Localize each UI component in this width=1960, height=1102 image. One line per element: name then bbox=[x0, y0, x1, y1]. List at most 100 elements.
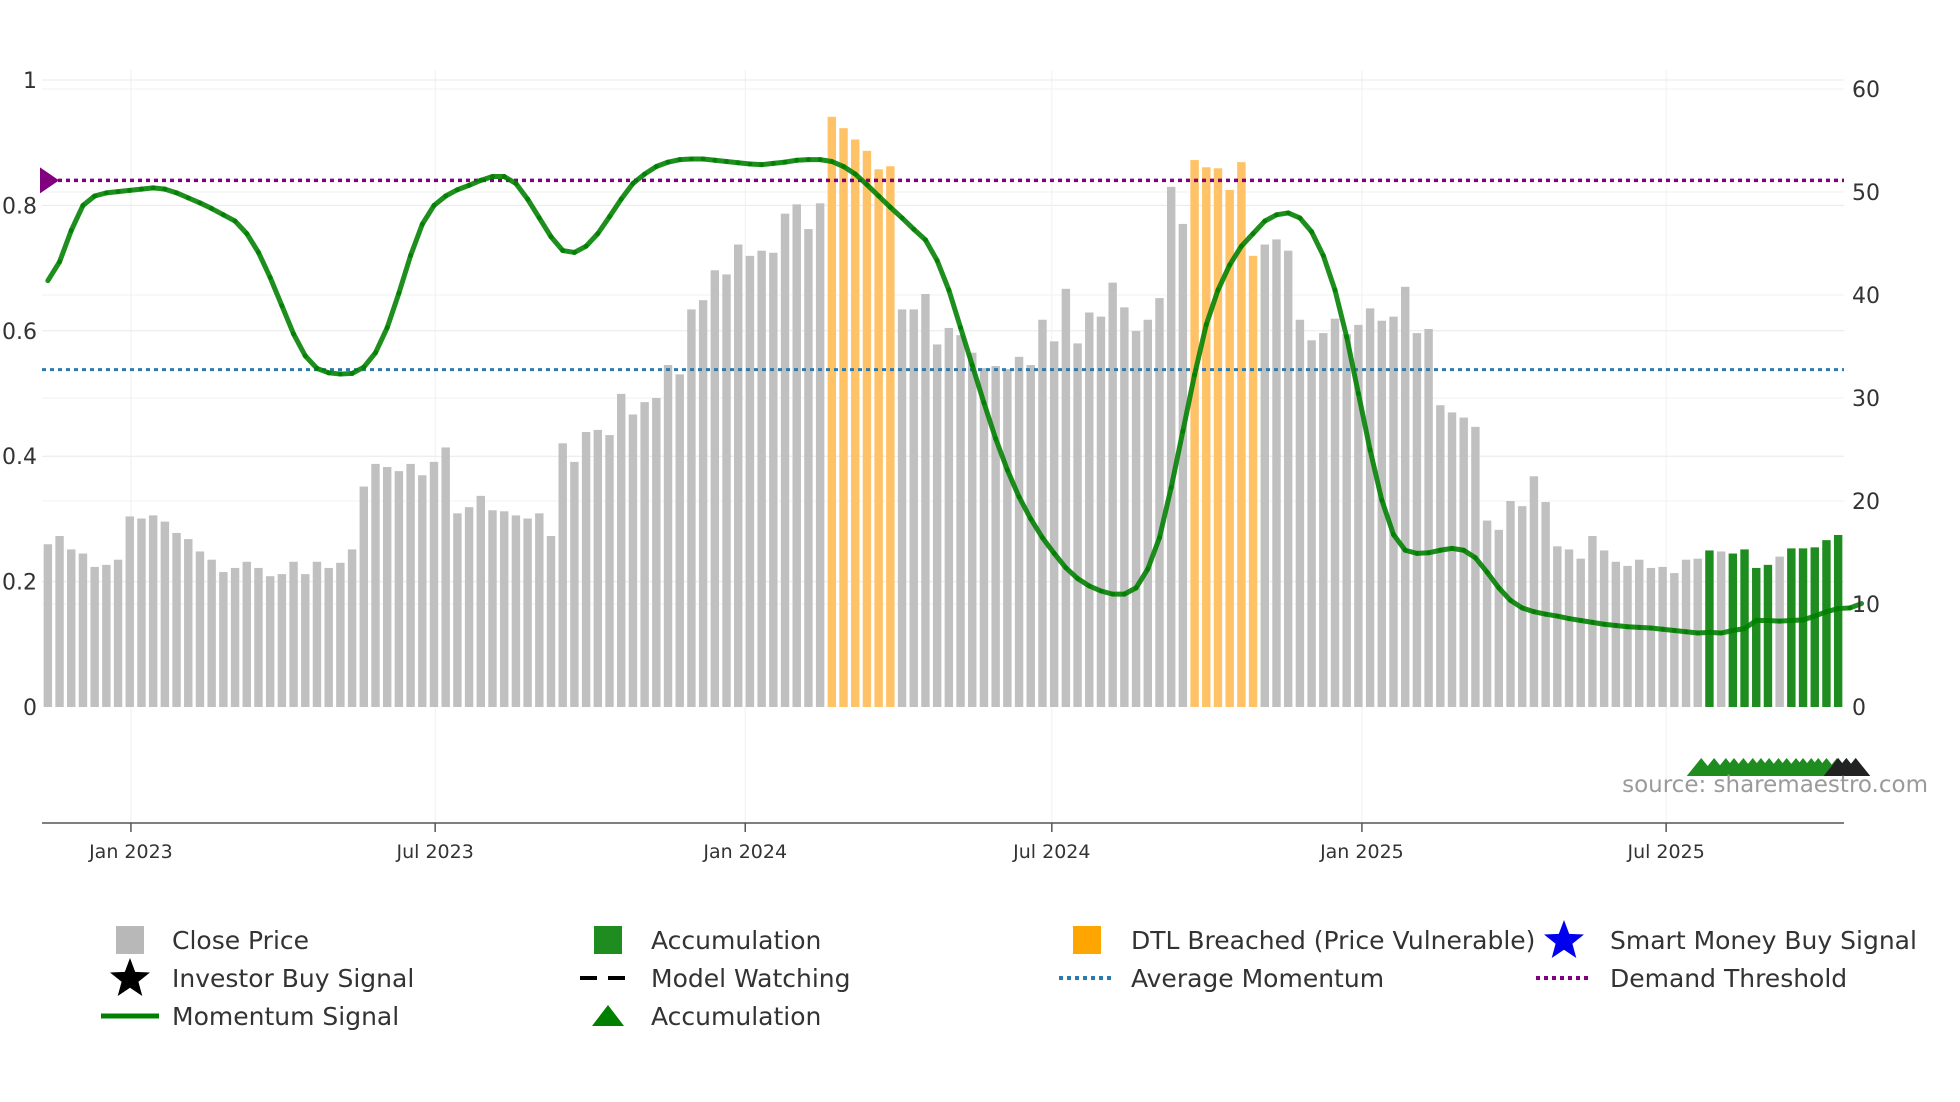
legend-label: Close Price bbox=[172, 926, 309, 955]
momentum-signal-segment bbox=[946, 287, 964, 331]
close-price-bar bbox=[1658, 566, 1667, 707]
close-price-bar bbox=[289, 561, 298, 707]
momentum-signal-segment bbox=[1028, 516, 1045, 541]
momentum-signal-segment bbox=[232, 218, 250, 237]
accumulation-bar bbox=[1763, 564, 1773, 707]
close-price-bar bbox=[991, 366, 1000, 707]
close-price-bar bbox=[535, 513, 544, 707]
close-price-bar bbox=[1295, 319, 1305, 707]
close-price-bar bbox=[312, 561, 322, 707]
momentum-signal-segment bbox=[1309, 229, 1326, 259]
close-price-bar bbox=[336, 562, 345, 707]
close-price-bar bbox=[1073, 343, 1082, 707]
momentum-signal-segment bbox=[1145, 535, 1162, 572]
momentum-signal-segment bbox=[384, 290, 402, 331]
momentum-signal-series bbox=[45, 156, 1865, 636]
close-price-bar bbox=[745, 255, 755, 708]
close-price-bar bbox=[546, 536, 556, 707]
y-right-tick-label: 50 bbox=[1852, 181, 1880, 206]
close-price-bar bbox=[1529, 476, 1539, 707]
close-price-bar bbox=[921, 293, 930, 707]
close-price-bar bbox=[195, 551, 205, 707]
close-price-bar bbox=[792, 204, 801, 708]
y-left-tick-label: 0.4 bbox=[2, 445, 37, 470]
legend-label: Model Watching bbox=[651, 964, 851, 993]
momentum-signal-segment bbox=[1203, 287, 1221, 328]
momentum-signal-segment bbox=[934, 258, 952, 293]
momentum-signal-segment bbox=[1250, 218, 1268, 237]
momentum-signal-segment bbox=[1391, 532, 1408, 553]
close-price-bar bbox=[734, 244, 743, 707]
legend-investor-star-icon bbox=[110, 958, 150, 996]
momentum-signal-segment bbox=[887, 204, 905, 221]
momentum-signal-segment bbox=[291, 331, 308, 359]
close-price-bar bbox=[359, 486, 368, 707]
close-price-bar bbox=[1400, 286, 1410, 707]
dtl-breached-bar bbox=[851, 139, 860, 708]
close-price-bar bbox=[687, 309, 696, 707]
momentum-signal-segment bbox=[1215, 262, 1233, 293]
momentum-signal-segment bbox=[1297, 215, 1315, 235]
close-price-bar bbox=[757, 250, 766, 707]
model-watching-band bbox=[1832, 768, 1844, 776]
close-price-bar bbox=[160, 521, 170, 707]
close-price-bar bbox=[172, 532, 181, 707]
close-price-bar bbox=[429, 461, 439, 707]
close-price-bar bbox=[301, 574, 310, 707]
y-right-tick-label: 0 bbox=[1852, 696, 1866, 721]
close-price-bar bbox=[113, 559, 123, 707]
close-price-bar bbox=[979, 368, 989, 707]
close-price-bar bbox=[499, 511, 509, 707]
accumulation-bar bbox=[1705, 550, 1714, 707]
close-price-bar bbox=[1471, 426, 1480, 707]
close-price-bar bbox=[710, 270, 720, 707]
model-watching-marker bbox=[1841, 758, 1871, 776]
close-price-bar bbox=[1541, 502, 1550, 707]
close-price-bar bbox=[277, 574, 287, 707]
close-price-bar bbox=[1260, 244, 1269, 707]
close-price-bar bbox=[663, 365, 673, 707]
momentum-signal-segment bbox=[852, 171, 870, 188]
close-price-bar bbox=[67, 549, 76, 707]
close-price-bar bbox=[1623, 565, 1632, 707]
dtl-breached-bar bbox=[839, 128, 848, 707]
close-price-bar bbox=[897, 309, 907, 707]
x-tick-label: Jul 2024 bbox=[1012, 841, 1090, 863]
accumulation-bar bbox=[1752, 567, 1761, 707]
grid bbox=[42, 70, 1844, 823]
accumulation-bar bbox=[1822, 540, 1831, 707]
signal-markers bbox=[1686, 758, 1871, 776]
close-price-bar bbox=[1108, 282, 1117, 707]
legend-dtl-breached-swatch bbox=[1073, 926, 1101, 954]
close-price-bar bbox=[78, 553, 88, 707]
legend-label: Accumulation bbox=[651, 1002, 821, 1031]
legend-accumulation-swatch bbox=[594, 926, 622, 954]
right-axis-ticks: 0 10 20 30 40 50 60 bbox=[1852, 78, 1880, 721]
close-price-bar bbox=[1716, 551, 1726, 707]
close-price-bar bbox=[1014, 356, 1024, 707]
close-price-bar bbox=[640, 402, 649, 707]
close-price-bar bbox=[605, 435, 614, 707]
close-price-bar bbox=[1272, 239, 1281, 707]
close-price-bar bbox=[1494, 529, 1504, 707]
left-axis-ticks: 0 0.2 0.4 0.6 0.8 1 bbox=[2, 69, 37, 721]
momentum-signal-segment bbox=[1168, 428, 1186, 491]
close-price-bar bbox=[1599, 550, 1609, 707]
momentum-signal-segment bbox=[1063, 565, 1081, 581]
close-price-bar bbox=[1319, 333, 1328, 707]
momentum-signal-segment bbox=[68, 202, 86, 233]
close-price-bar bbox=[804, 229, 813, 707]
close-price-bar bbox=[1166, 186, 1176, 708]
close-price-bar bbox=[1342, 334, 1351, 707]
momentum-signal-segment bbox=[279, 303, 297, 337]
legend-close-price-swatch bbox=[116, 926, 144, 954]
close-price-bar bbox=[1354, 324, 1363, 707]
close-price-bar bbox=[1026, 365, 1035, 707]
momentum-signal-segment bbox=[1004, 467, 1022, 500]
momentum-signal-segment bbox=[372, 325, 390, 356]
momentum-signal-segment bbox=[244, 231, 261, 255]
y-left-tick-label: 1 bbox=[23, 69, 37, 94]
close-price-bar bbox=[956, 335, 965, 707]
legend-label: DTL Breached (Price Vulnerable) bbox=[1131, 926, 1535, 955]
close-price-bar bbox=[125, 516, 134, 707]
